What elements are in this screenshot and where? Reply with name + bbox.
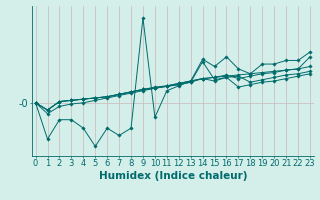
X-axis label: Humidex (Indice chaleur): Humidex (Indice chaleur): [99, 171, 247, 181]
